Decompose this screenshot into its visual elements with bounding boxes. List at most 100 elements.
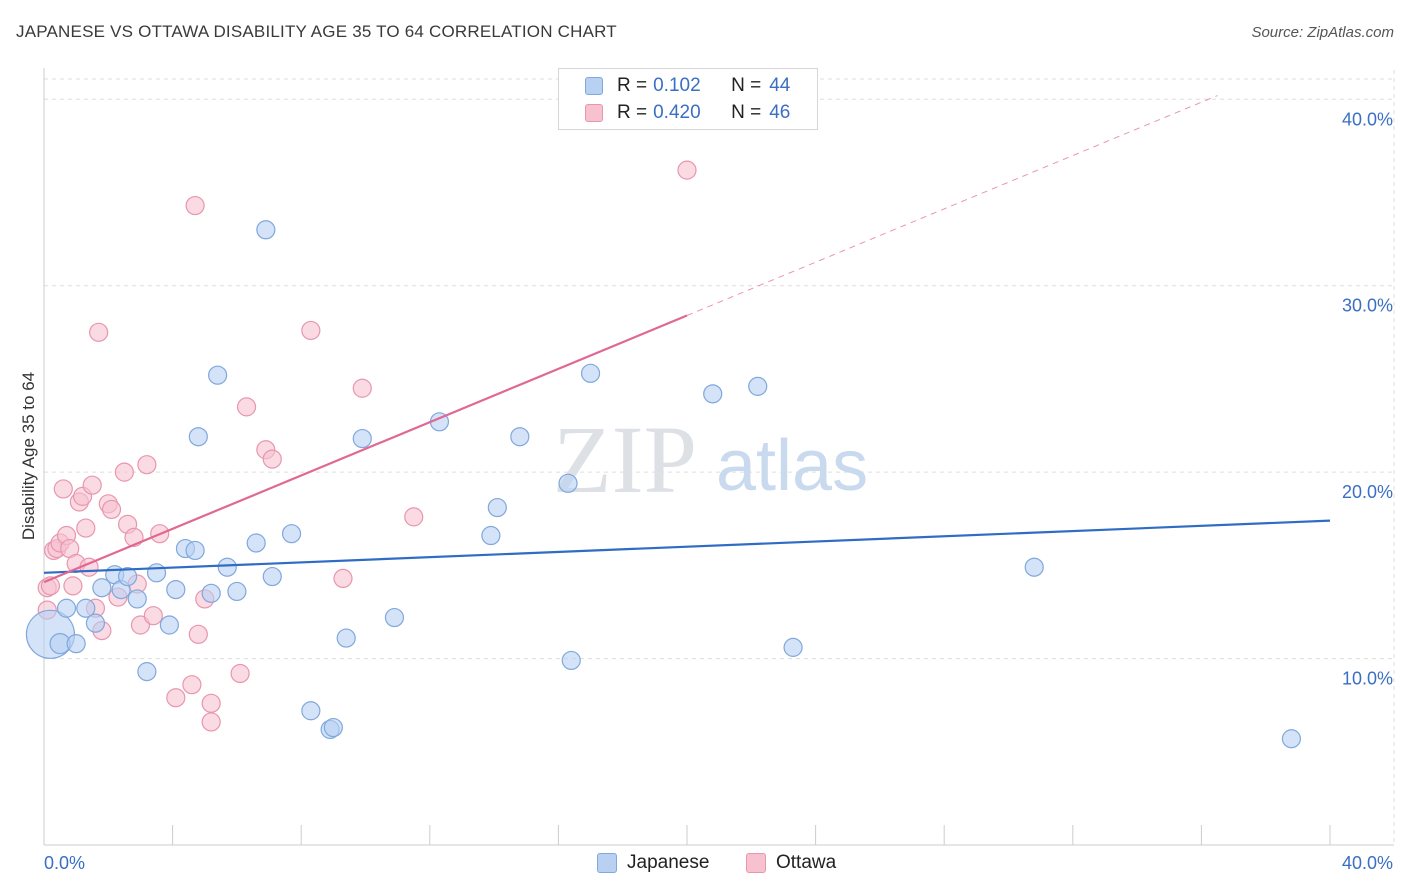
point-ottawa-16 [89,322,109,342]
y-tick-label-0: 10.0% [1342,669,1393,689]
point-japanese-23 [256,220,276,240]
y-tick-label-1: 20.0% [1342,482,1393,502]
data-points [25,160,1302,749]
point-japanese-17 [188,427,208,447]
point-ottawa-27 [143,606,163,626]
point-japanese-28 [323,717,343,738]
legend-swatch-japanese [585,77,603,95]
watermark: ZIP atlas [553,406,868,513]
point-ottawa-35 [201,712,221,732]
point-japanese-3 [66,634,86,654]
point-japanese-38 [580,363,601,383]
watermark-zip: ZIP [553,406,697,513]
point-japanese-39 [703,384,723,404]
bottom-legend-swatch-ottawa [746,853,766,873]
point-japanese-40 [748,376,768,396]
point-japanese-9 [117,566,138,587]
bottom-legend-japanese: Japanese [597,852,709,874]
point-ottawa-19 [101,499,122,520]
point-ottawa-37 [236,397,257,417]
point-japanese-37 [561,650,581,671]
point-ottawa-40 [301,320,321,341]
point-japanese-16 [185,540,205,561]
point-ottawa-8 [63,576,83,596]
legend-r-label: R = [617,102,648,123]
point-ottawa-25 [130,615,151,635]
point-ottawa-32 [188,624,208,644]
legend-r-label: R = [617,75,648,96]
point-japanese-14 [166,579,186,600]
point-japanese-35 [510,427,530,447]
point-japanese-20 [217,557,237,577]
legend-n-label: N = [731,75,762,96]
point-japanese-43 [1281,729,1302,749]
point-japanese-33 [481,525,501,546]
trend-line-ottawa [43,314,688,584]
point-japanese-18 [201,583,221,603]
point-japanese-2 [56,598,77,618]
point-japanese-10 [127,589,147,609]
point-japanese-36 [558,473,578,493]
point-japanese-11 [137,662,157,682]
point-ottawa-21 [114,462,134,482]
point-ottawa-43 [404,507,424,527]
point-ottawa-36 [230,663,250,684]
x-tick-label-0: 0.0% [44,853,85,873]
point-japanese-25 [281,524,302,544]
point-ottawa-14 [82,475,102,495]
point-ottawa-12 [76,518,96,538]
point-japanese-6 [92,578,112,598]
point-ottawa-39 [262,449,282,469]
legend-n-label: N = [731,102,762,123]
point-ottawa-30 [182,675,202,695]
point-japanese-13 [159,615,179,635]
point-ottawa-29 [166,688,186,708]
x-tick-label-1: 40.0% [1342,853,1393,873]
legend-n-value: 46 [769,102,791,123]
point-ottawa-26 [137,455,157,475]
point-japanese-31 [384,607,405,628]
point-japanese-30 [352,428,372,449]
watermark-atlas: atlas [716,426,868,506]
point-japanese-12 [146,563,167,583]
point-japanese-22 [246,533,266,553]
legend-n-value: 44 [769,75,791,96]
y-tick-label-2: 30.0% [1342,296,1393,316]
point-japanese-4 [76,598,96,618]
point-japanese-21 [227,581,247,602]
legend: R = 0.102 N = 44 R = 0.420 N = 46 [558,68,818,130]
y-axis-label: Disability Age 35 to 64 [19,372,38,540]
point-ottawa-5 [53,479,73,499]
legend-row-ottawa: R = 0.420 N = 46 [585,101,790,125]
point-japanese-41 [783,637,803,657]
y-tick-label-3: 40.0% [1342,109,1393,129]
point-japanese-26 [301,701,321,721]
point-ottawa-44 [677,160,697,180]
point-japanese-24 [262,566,282,587]
point-ottawa-34 [201,693,221,713]
point-japanese-5 [85,613,106,633]
bottom-legend-ottawa: Ottawa [746,852,836,874]
point-ottawa-41 [333,568,353,589]
legend-swatch-ottawa [585,104,603,122]
y-tick-labels: 10.0% 20.0% 30.0% 40.0% [1342,109,1393,688]
legend-row-japanese: R = 0.102 N = 44 [585,74,790,98]
point-ottawa-31 [185,195,205,216]
chart-title: JAPANESE VS OTTAWA DISABILITY AGE 35 TO … [16,22,617,41]
legend-r-value: 0.102 [653,75,701,96]
axes [43,68,1394,846]
point-japanese-34 [487,497,507,518]
point-ottawa-42 [352,378,372,398]
source-credit: Source: ZipAtlas.com [1251,24,1394,41]
point-japanese-29 [336,628,356,648]
bottom-legend-label-japanese: Japanese [627,852,710,873]
point-japanese-42 [1024,557,1044,577]
point-japanese-19 [208,365,228,385]
bottom-legend-label-ottawa: Ottawa [776,852,837,873]
trend-line-japanese [43,519,1331,574]
bottom-legend-swatch-japanese [597,853,617,873]
x-tick-labels: 0.0% 40.0% [44,853,1393,873]
trend-line-ottawa-extension [686,95,1218,316]
trend-lines [43,95,1331,584]
